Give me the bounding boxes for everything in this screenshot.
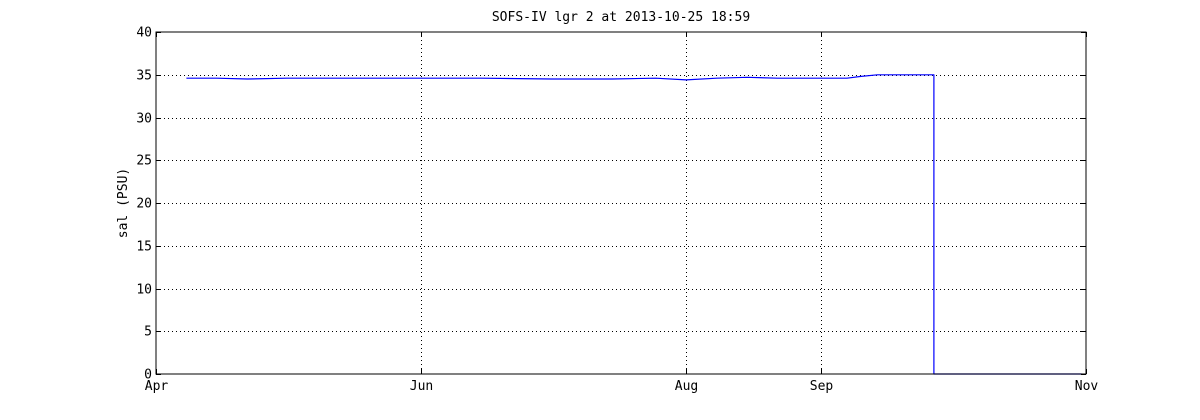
y-tick-label: 15 <box>136 240 152 255</box>
y-tick-label: 35 <box>136 69 152 84</box>
x-tick-label: Apr <box>145 379 169 394</box>
axis-ticks: 0 5 10 15 20 25 30 35 40 Apr Jun Aug Sep Nov <box>136 26 1098 395</box>
y-axis-label: sal (PSU) <box>116 168 131 238</box>
y-tick-label: 20 <box>136 197 152 212</box>
x-tick-label: Sep <box>810 379 834 394</box>
salinity-series-line <box>186 74 1082 375</box>
y-tick-label: 5 <box>144 325 152 340</box>
x-tick-label: Aug <box>675 379 698 394</box>
chart-title: SOFS-IV lgr 2 at 2013-10-25 18:59 <box>492 10 750 25</box>
y-tick-label: 0 <box>144 368 152 383</box>
y-tick-label: 40 <box>136 26 152 41</box>
y-tick-label: 10 <box>136 283 152 298</box>
y-tick-label: 25 <box>136 154 152 169</box>
y-tick-label: 30 <box>136 112 152 127</box>
data-series <box>186 74 1082 375</box>
x-tick-label: Nov <box>1075 379 1099 394</box>
grid-lines <box>156 32 1086 374</box>
x-tick-label: Jun <box>410 379 433 394</box>
